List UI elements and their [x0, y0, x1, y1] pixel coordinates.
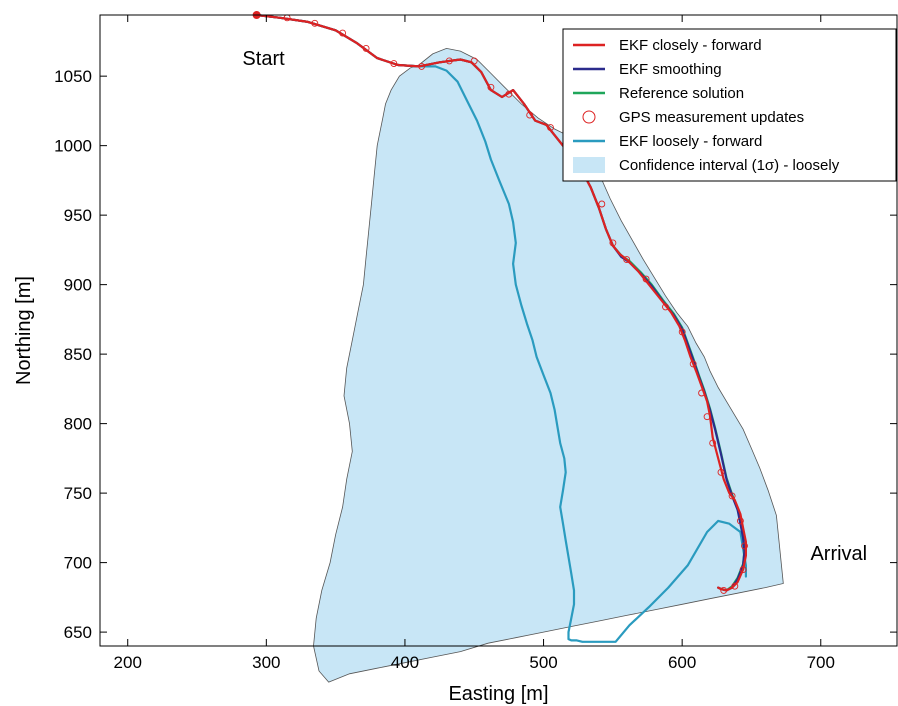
- y-tick-label: 950: [64, 206, 92, 225]
- legend-item-gps-measurement-updates: GPS measurement updates: [582, 109, 804, 126]
- gps-marker: [741, 542, 748, 550]
- legend-label: EKF smoothing: [619, 61, 722, 78]
- y-axis-label: Northing [m]: [13, 276, 35, 385]
- x-tick-label: 700: [807, 653, 835, 672]
- gps-marker: [662, 303, 669, 311]
- gps-marker: [311, 19, 319, 27]
- legend-label: EKF closely - forward: [619, 37, 762, 54]
- gps-marker: [703, 413, 711, 421]
- plot-frame: [99, 14, 898, 647]
- legend-items: EKF closely - forward EKF smoothing Refere…: [573, 37, 840, 174]
- x-tick-label: 200: [114, 653, 142, 672]
- gps-marker: [487, 83, 495, 91]
- series-ekf-closely-forward: [255, 13, 748, 592]
- legend-item-ekf-loosely-forward: EKF loosely - forward: [573, 133, 762, 150]
- gps-marker: [689, 360, 697, 368]
- gps-marker: [526, 111, 534, 119]
- y-tick-label: 1050: [54, 67, 92, 86]
- legend-item-ekf-smoothing: EKF smoothing: [573, 61, 722, 78]
- y-tick-label: 800: [64, 415, 92, 434]
- y-tick-label: 1000: [54, 137, 92, 156]
- y-tick-label: 750: [64, 484, 92, 503]
- gps-marker: [362, 44, 370, 52]
- x-tick-label: 400: [391, 653, 419, 672]
- legend-swatch: [573, 157, 605, 173]
- x-axis-label: Easting [m]: [448, 683, 548, 705]
- legend-box: [562, 28, 897, 182]
- ticks-layer: 200 300 400 500 600 700 650 700 750 800 850 900 950 1…: [54, 15, 897, 672]
- annotations-layer: Start Arrival: [242, 48, 867, 565]
- gps-marker: [623, 256, 631, 264]
- legend-label: GPS measurement updates: [619, 109, 804, 126]
- legend: EKF closely - forward EKF smoothing Refere…: [562, 28, 897, 182]
- y-tick-label: 850: [64, 345, 92, 364]
- gps-marker: [547, 124, 554, 132]
- gps-marker: [418, 62, 426, 70]
- y-tick-label: 650: [64, 623, 92, 642]
- gps-marker: [505, 90, 513, 98]
- x-tick-label: 300: [252, 653, 280, 672]
- gps-marker: [698, 389, 706, 397]
- gps-marker: [720, 586, 728, 594]
- gps-marker: [709, 439, 717, 447]
- legend-label: Reference solution: [619, 85, 744, 102]
- gps-marker: [736, 517, 744, 525]
- y-tick-label: 700: [64, 554, 92, 573]
- x-tick-label: 500: [529, 653, 557, 672]
- gps-marker: [731, 582, 739, 590]
- gps-marker: [678, 328, 686, 336]
- x-tick-label: 600: [668, 653, 696, 672]
- gps-marker: [598, 200, 606, 208]
- gps-marker: [609, 239, 617, 247]
- legend-label: EKF loosely - forward: [619, 133, 762, 150]
- gps-marker: [717, 468, 725, 476]
- annotation-start: Start: [242, 48, 285, 70]
- legend-item-reference-solution: Reference solution: [573, 85, 744, 102]
- legend-swatch: [582, 110, 596, 124]
- legend-label: Confidence interval (1σ) - loosely: [619, 157, 840, 174]
- gps-marker: [642, 275, 650, 283]
- gps-marker: [445, 57, 453, 65]
- gps-marker: [739, 566, 747, 574]
- series-ekf-loosely-forward: [255, 13, 748, 643]
- gps-marker: [728, 492, 736, 500]
- annotation-arrival: Arrival: [810, 543, 867, 565]
- y-tick-label: 900: [64, 276, 92, 295]
- gps-marker: [390, 60, 398, 68]
- gps-marker: [339, 29, 347, 37]
- gps-marker: [470, 57, 478, 65]
- legend-item-ekf-closely-forward: EKF closely - forward: [573, 37, 762, 54]
- legend-item-confidence-interval-1-loosely: Confidence interval (1σ) - loosely: [573, 157, 840, 174]
